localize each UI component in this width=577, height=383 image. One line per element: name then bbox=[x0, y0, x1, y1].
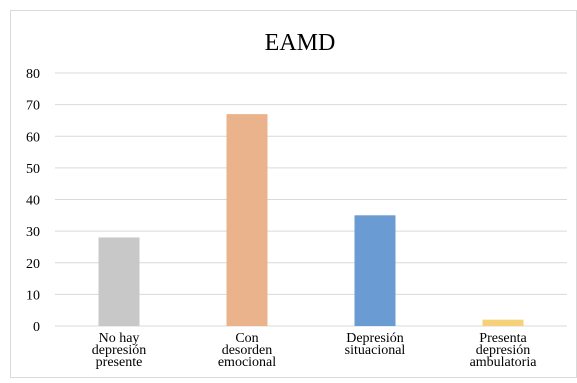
y-tick-label: 20 bbox=[26, 257, 40, 272]
bar-1 bbox=[226, 114, 268, 326]
x-tick-label: situacional bbox=[345, 343, 406, 358]
y-tick-label: 0 bbox=[33, 320, 40, 335]
x-tick-label: ambulatoria bbox=[470, 355, 538, 370]
gridlines bbox=[55, 72, 567, 327]
x-tick-label: Presenta bbox=[479, 331, 527, 346]
x-axis-category-labels: No haydepresiónpresenteCondesordenemocio… bbox=[92, 331, 537, 370]
y-tick-label: 30 bbox=[26, 225, 40, 240]
y-tick-label: 60 bbox=[26, 130, 40, 145]
y-tick-label: 70 bbox=[26, 99, 40, 114]
x-tick-label: Depresión bbox=[346, 331, 404, 346]
x-tick-label: emocional bbox=[218, 355, 276, 370]
bar-3 bbox=[482, 319, 524, 326]
y-tick-label: 40 bbox=[26, 194, 40, 209]
x-tick-label: presente bbox=[96, 355, 143, 370]
chart-title: EAMD bbox=[265, 30, 336, 56]
y-tick-label: 50 bbox=[26, 162, 40, 177]
x-tick-label: No hay bbox=[99, 331, 140, 346]
x-tick-label: Con bbox=[235, 331, 258, 346]
bar-0 bbox=[98, 237, 140, 326]
bars bbox=[98, 114, 524, 326]
x-tick-label: depresión bbox=[476, 343, 530, 358]
bar-2 bbox=[354, 215, 396, 326]
y-tick-label: 80 bbox=[26, 67, 40, 82]
y-tick-label: 10 bbox=[26, 288, 40, 303]
y-axis-tick-labels: 0 10 20 30 40 50 60 70 80 bbox=[26, 67, 40, 335]
x-tick-label: depresión bbox=[92, 343, 146, 358]
x-tick-label: desorden bbox=[222, 343, 273, 358]
